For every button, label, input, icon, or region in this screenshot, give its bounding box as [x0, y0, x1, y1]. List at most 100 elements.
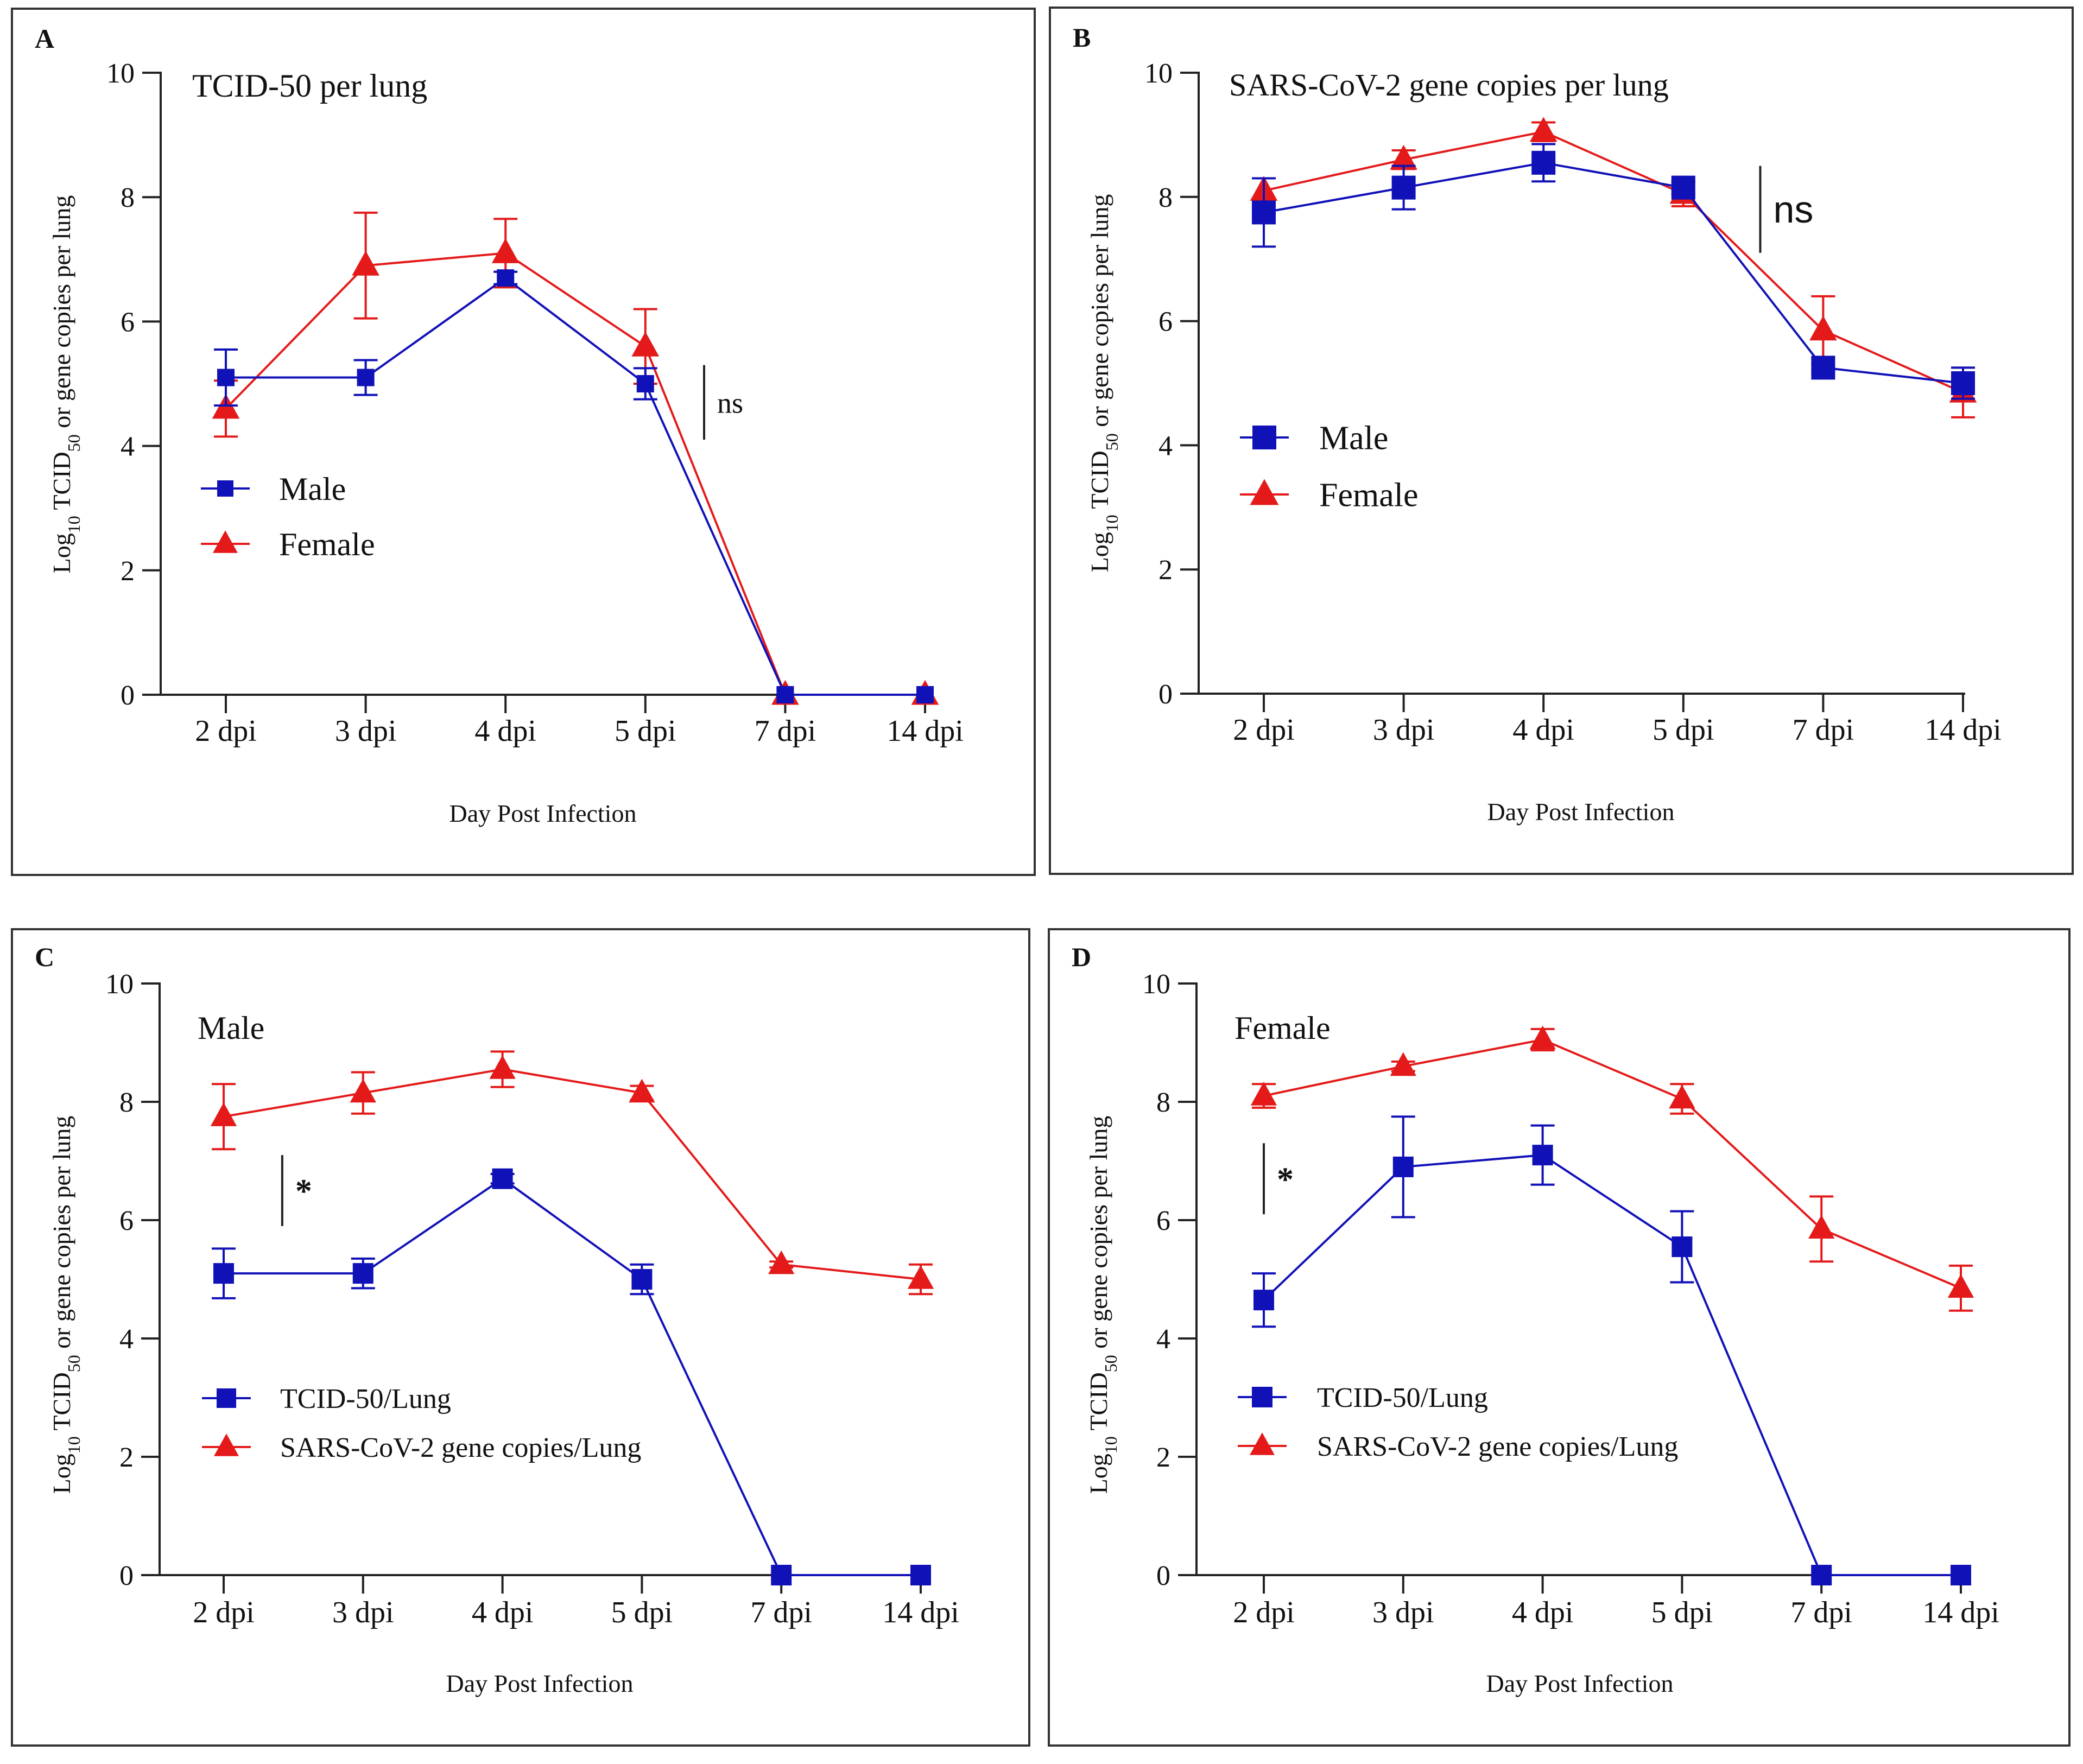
legend-marker — [217, 480, 233, 497]
panel-letter: A — [35, 23, 54, 54]
series-line — [1263, 130, 1964, 394]
x-tick-label: 4 dpi — [472, 1596, 534, 1629]
x-tick-label: 5 dpi — [611, 1596, 673, 1629]
x-tick-label: 5 dpi — [1651, 1596, 1713, 1629]
data-point — [1809, 315, 1837, 341]
x-axis-label: Day Post Infection — [1486, 1670, 1674, 1697]
data-point — [1529, 1025, 1556, 1050]
data-point — [1947, 1274, 1974, 1298]
chart-a: A 0 2 4 6 8 10 2 dpi 3 dpi 4 dpi 5 dpi 7 dpi 14 dpi D… — [35, 23, 964, 827]
data-point — [1951, 371, 1975, 395]
x-axis-label: Day Post Infection — [449, 799, 637, 827]
legend-label: SARS-CoV-2 gene copies/Lung — [1317, 1431, 1678, 1462]
data-point — [1392, 1156, 1414, 1177]
x-tick-label: 4 dpi — [1512, 1596, 1574, 1629]
x-tick-label: 4 dpi — [1512, 713, 1574, 747]
data-point — [768, 1250, 795, 1274]
data-point — [1532, 1145, 1553, 1166]
data-point — [776, 686, 794, 703]
data-point — [907, 1265, 934, 1289]
y-tick-label: 8 — [119, 1087, 134, 1118]
data-point — [636, 375, 654, 392]
data-point — [910, 1565, 931, 1585]
y-tick-label: 10 — [106, 58, 135, 89]
legend-label: Female — [279, 526, 375, 562]
x-axis-label: Day Post Infection — [446, 1670, 634, 1697]
x-tick-label: 14 dpi — [1922, 1596, 1999, 1629]
data-point — [1253, 1290, 1274, 1311]
y-tick-label: 2 — [1158, 555, 1173, 586]
chart-title: SARS-CoV-2 gene copies per lung — [1229, 67, 1669, 103]
x-tick-label: 14 dpi — [882, 1596, 959, 1629]
chart-d: D 0 2 4 6 8 10 2 dpi 3 dpi 4 dpi 5 dpi 7 dpi 14 dpi D… — [1072, 942, 1999, 1697]
legend-marker — [1250, 1432, 1275, 1455]
y-tick-label: 2 — [119, 1442, 134, 1473]
x-tick-label: 2 dpi — [1233, 1596, 1295, 1629]
legend-marker — [1250, 479, 1279, 505]
series-sars-cov-2-gene-copies-lung — [210, 1050, 934, 1296]
chart-title: Female — [1234, 1010, 1331, 1046]
data-point — [357, 369, 375, 386]
data-point — [1672, 1236, 1693, 1258]
x-tick-label: 7 dpi — [750, 1596, 812, 1629]
series-line — [226, 276, 925, 696]
x-tick-label: 4 dpi — [474, 714, 536, 748]
data-point — [352, 1263, 373, 1284]
panel-d: D 0 2 4 6 8 10 2 dpi 3 dpi 4 dpi 5 dpi 7 dpi 14 dpi D… — [1048, 928, 2071, 1747]
data-point — [1391, 175, 1416, 200]
y-tick-label: 6 — [1158, 307, 1173, 338]
significance-label: ns — [717, 386, 743, 419]
y-tick-label: 4 — [1156, 1324, 1170, 1355]
panel-c: C 0 2 4 6 8 10 2 dpi 3 dpi 4 dpi 5 dpi 7 dpi 14 dpi D… — [11, 928, 1030, 1747]
series-male — [1252, 143, 1975, 400]
panel-letter: C — [35, 942, 54, 972]
legend-label: TCID-50/Lung — [280, 1384, 451, 1414]
legend-label: Female — [1319, 477, 1419, 514]
y-tick-label: 0 — [1156, 1560, 1170, 1591]
series-female — [212, 211, 939, 705]
y-tick-label: 0 — [119, 1560, 134, 1591]
data-point — [492, 1168, 513, 1189]
y-tick-label: 2 — [121, 556, 135, 587]
y-axis-label: Log10 TCID50 or gene copies per lung — [1086, 194, 1122, 573]
legend-label: TCID-50/Lung — [1317, 1382, 1488, 1413]
data-point — [497, 269, 515, 287]
chart-title: TCID-50 per lung — [192, 68, 427, 104]
series-line — [224, 1177, 921, 1576]
data-point — [1531, 150, 1556, 175]
y-tick-label: 4 — [1158, 430, 1173, 461]
legend-marker — [1252, 1387, 1272, 1407]
data-point — [1811, 356, 1835, 380]
x-axis-label: Day Post Infection — [1487, 798, 1675, 826]
x-tick-label: 7 dpi — [1790, 1596, 1852, 1629]
panel-letter: B — [1073, 22, 1091, 53]
data-point — [1669, 1084, 1695, 1109]
data-point — [1808, 1215, 1835, 1239]
legend-label: SARS-CoV-2 gene copies/Lung — [280, 1432, 641, 1463]
data-point — [631, 331, 660, 357]
series-male — [214, 269, 934, 703]
x-tick-label: 7 dpi — [1793, 713, 1854, 747]
y-axis-label: Log10 TCID50 or gene copies per lung — [48, 195, 84, 574]
legend-marker — [217, 1388, 236, 1408]
series-tcid-50-lung — [1252, 1115, 1971, 1585]
data-point — [350, 1078, 376, 1103]
data-point — [771, 1565, 792, 1585]
y-tick-label: 4 — [119, 1324, 134, 1355]
significance-label: * — [295, 1173, 312, 1210]
chart-title: Male — [198, 1010, 264, 1046]
y-tick-label: 10 — [1144, 58, 1173, 89]
data-point — [217, 369, 235, 386]
y-tick-label: 10 — [1142, 969, 1170, 1000]
data-point — [629, 1078, 655, 1103]
series-tcid-50-lung — [212, 1168, 931, 1585]
series-line — [1263, 1038, 1961, 1290]
x-tick-label: 14 dpi — [1924, 713, 2002, 747]
y-tick-label: 8 — [1156, 1087, 1170, 1118]
series-line — [223, 1068, 921, 1280]
chart-c: C 0 2 4 6 8 10 2 dpi 3 dpi 4 dpi 5 dpi 7 dpi 14 dpi D… — [35, 942, 959, 1697]
significance-label: ns — [1773, 188, 1813, 231]
data-point — [1252, 200, 1276, 225]
x-tick-label: 2 dpi — [195, 714, 257, 748]
y-tick-label: 10 — [105, 969, 134, 1000]
